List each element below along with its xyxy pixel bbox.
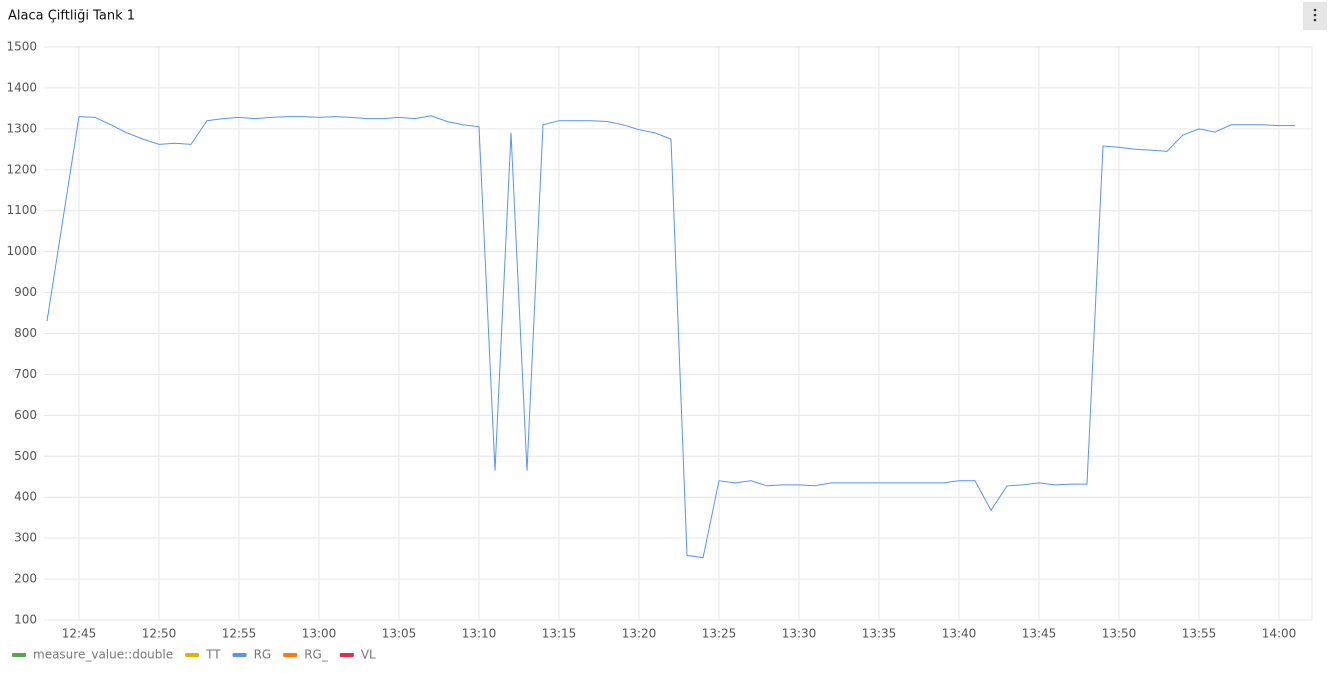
legend-label: TT xyxy=(205,648,221,662)
legend-label: VL xyxy=(361,648,376,662)
menu-dot xyxy=(1313,8,1317,12)
x-tick-label: 13:45 xyxy=(1022,627,1057,641)
x-tick-label: 12:50 xyxy=(142,627,177,641)
y-tick-label: 1500 xyxy=(6,40,37,54)
legend-swatch xyxy=(283,653,298,657)
x-tick-label: 12:55 xyxy=(222,627,257,641)
plot: 100 200 300 400 500 600 700 800 900 1000 1100 1200 1… xyxy=(6,40,1313,641)
y-tick-label: 600 xyxy=(14,408,37,422)
y-tick-label: 500 xyxy=(14,449,37,463)
x-tick-label: 13:00 xyxy=(302,627,337,641)
x-tick-label: 13:25 xyxy=(702,627,737,641)
legend-swatch xyxy=(185,653,200,657)
x-tick-label: 13:20 xyxy=(622,627,657,641)
x-tick-label: 14:00 xyxy=(1262,627,1297,641)
y-tick-label: 800 xyxy=(14,326,37,340)
x-tick-label: 13:05 xyxy=(382,627,417,641)
y-tick-label: 300 xyxy=(14,531,37,545)
y-tick-label: 400 xyxy=(14,490,37,504)
y-tick-label: 1200 xyxy=(6,162,37,176)
legend-swatch xyxy=(339,653,354,657)
legend-swatch xyxy=(232,653,247,657)
y-tick-label: 900 xyxy=(14,285,37,299)
x-tick-label: 12:45 xyxy=(62,627,97,641)
x-tick-label: 13:50 xyxy=(1102,627,1137,641)
y-tick-label: 1000 xyxy=(6,244,37,258)
y-tick-label: 100 xyxy=(14,613,37,627)
menu-dot xyxy=(1313,18,1317,22)
legend-label: measure_value::double xyxy=(33,648,173,662)
y-tick-label: 1400 xyxy=(6,80,37,94)
x-tick-label: 13:40 xyxy=(942,627,977,641)
x-tick-label: 13:35 xyxy=(862,627,897,641)
y-tick-label: 700 xyxy=(14,367,37,381)
x-tick-label: 13:55 xyxy=(1182,627,1217,641)
legend: measure_value::double TT RG RG_ VL xyxy=(12,648,376,662)
legend-label: RG_ xyxy=(304,648,329,662)
series-line xyxy=(46,115,1295,559)
y-tick-label: 1300 xyxy=(6,121,37,135)
legend-label: RG xyxy=(254,648,272,662)
legend-swatch xyxy=(12,653,26,657)
y-tick-label: 1100 xyxy=(6,203,37,217)
x-tick-label: 13:10 xyxy=(462,627,497,641)
x-tick-label: 13:30 xyxy=(782,627,817,641)
y-tick-label: 200 xyxy=(14,572,37,586)
x-tick-label: 13:15 xyxy=(542,627,577,641)
panel-title: Alaca Çiftliği Tank 1 xyxy=(8,9,135,24)
menu-dot xyxy=(1313,13,1317,17)
